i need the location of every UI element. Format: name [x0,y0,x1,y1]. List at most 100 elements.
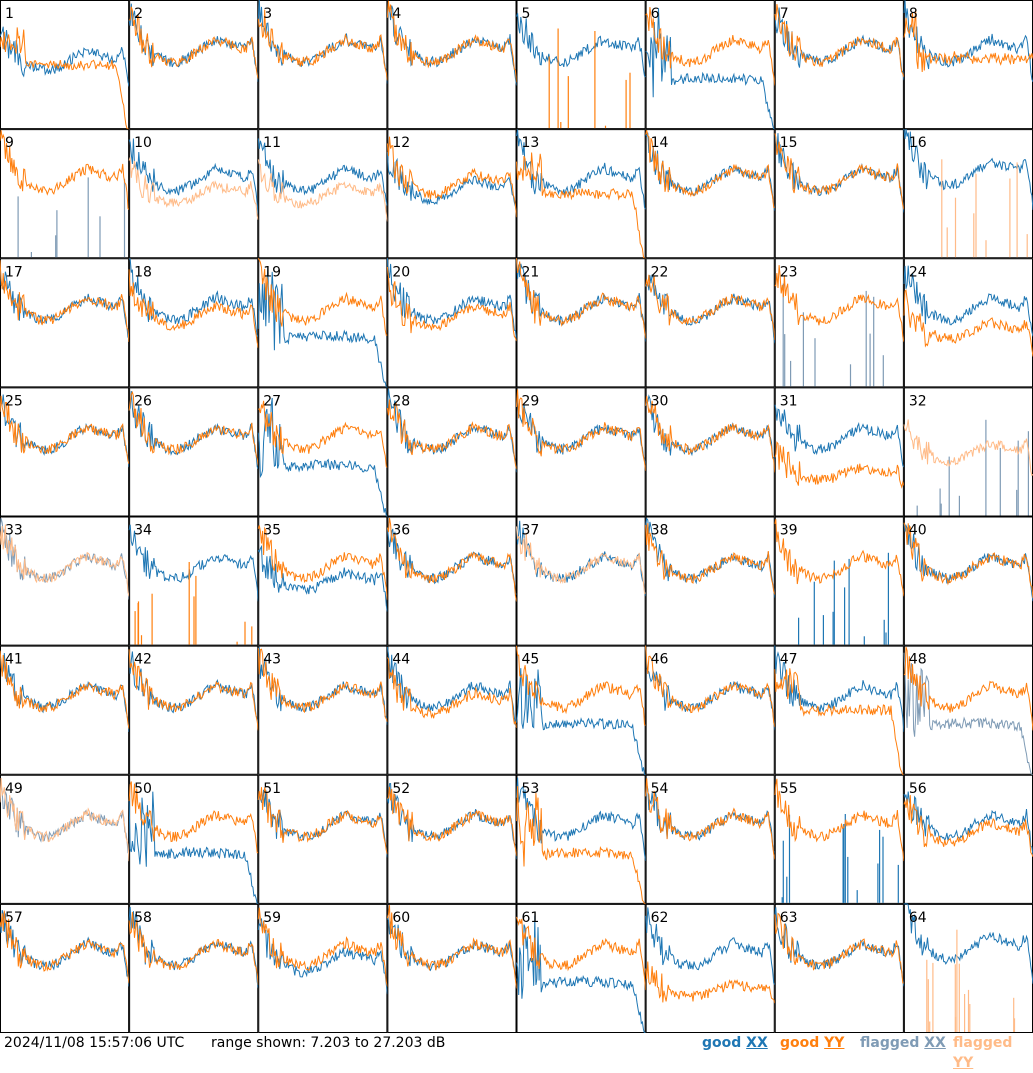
panel-31: 31 [774,387,905,517]
panel-9: 9 [0,129,130,259]
panel-7: 7 [774,0,905,130]
panel-1: 1 [0,0,130,130]
series-yy [128,390,259,466]
panel-label: 8 [909,6,918,22]
panel-61: 61 [516,903,647,1033]
panel-frame [645,0,775,130]
panel-30: 30 [645,387,776,517]
panel-frame [774,516,904,646]
series-xx [774,907,905,987]
panel-label: 62 [651,910,669,926]
series-yy [774,265,905,342]
panel-label: 45 [522,652,540,668]
series-yy [516,152,646,259]
panel-label: 48 [909,652,927,668]
panel-label: 1 [5,6,14,22]
legend-flagged-xx-status: flagged [860,1035,920,1051]
panel-59: 59 [257,903,388,1033]
panel-37: 37 [516,516,647,646]
panel-10: 10 [128,129,259,259]
panel-18: 18 [128,258,259,388]
series-xx [128,791,259,905]
panel-frame [129,387,259,517]
series-yy [645,130,775,209]
panel-60: 60 [386,903,517,1033]
panel-frame [387,774,517,904]
panel-38: 38 [645,516,776,646]
panel-57: 57 [0,903,130,1033]
panel-label: 14 [651,135,669,151]
legend-good-yy-pol: YY [824,1035,845,1051]
panel-label: 12 [392,135,410,151]
series-yy [257,258,388,336]
series-xx [645,907,776,985]
series-yy [774,133,905,210]
panel-frame [645,516,775,646]
panel-frame [774,645,904,775]
series-yy [516,258,647,339]
panel-label: 33 [5,523,23,539]
panel-52: 52 [386,774,517,904]
series-xx [129,258,259,337]
series-yy [257,648,388,723]
panel-43: 43 [257,645,388,775]
series-yy [903,646,1033,731]
panel-frame [774,903,904,1033]
legend-good-yy-status: good [780,1035,820,1051]
panel-label: 57 [5,910,23,926]
panel-label: 30 [651,393,669,409]
panel-label: 32 [909,393,927,409]
panel-24: 24 [903,258,1033,388]
series-yy [516,389,647,471]
panel-4: 4 [386,0,517,130]
range-shown: range shown: 7.203 to 27.203 dB [211,1035,446,1051]
series-xx [128,138,259,215]
series-yy [774,441,905,489]
panel-label: 25 [5,393,23,409]
panel-frame [774,258,904,388]
series-yy [0,650,130,729]
series-yy [645,274,776,341]
panel-label: 10 [134,135,152,151]
panel-label: 17 [5,264,23,280]
panel-label: 52 [392,781,410,797]
panel-frame [258,129,388,259]
panel-28: 28 [386,387,517,517]
series-yy [257,907,388,987]
panel-62: 62 [645,903,776,1033]
panel-label: 55 [780,781,798,797]
panel-frame [387,387,517,517]
panel-26: 26 [128,387,259,517]
panel-label: 4 [392,6,401,22]
panel-27: 27 [257,387,388,517]
panel-frame [516,903,646,1033]
panel-label: 58 [134,910,152,926]
series-yy [258,400,388,468]
panel-label: 35 [263,523,281,539]
panel-label: 2 [134,6,143,22]
panel-label: 56 [909,781,927,797]
panel-frame [0,903,130,1033]
series-xx [903,903,1033,984]
panel-frame [774,387,904,517]
series-yy [128,157,259,221]
panel-frame [387,0,517,130]
series-yy [386,657,517,728]
panel-5: 5 [516,0,646,130]
series-yy [128,911,259,986]
series-yy [774,4,905,78]
series-yy [386,517,517,602]
series-yy [774,778,905,862]
panel-48: 48 [903,645,1033,776]
panel-frame [516,645,646,775]
panel-label: 9 [5,135,14,151]
series-yy [903,795,1033,857]
panel-frame [0,516,130,646]
legend-flagged-yy: flagged YY [953,1033,1033,1073]
series-xx [128,524,259,602]
panel-label: 53 [522,781,540,797]
panel-29: 29 [516,387,647,517]
panel-label: 11 [263,135,281,151]
series-yy [645,645,776,728]
